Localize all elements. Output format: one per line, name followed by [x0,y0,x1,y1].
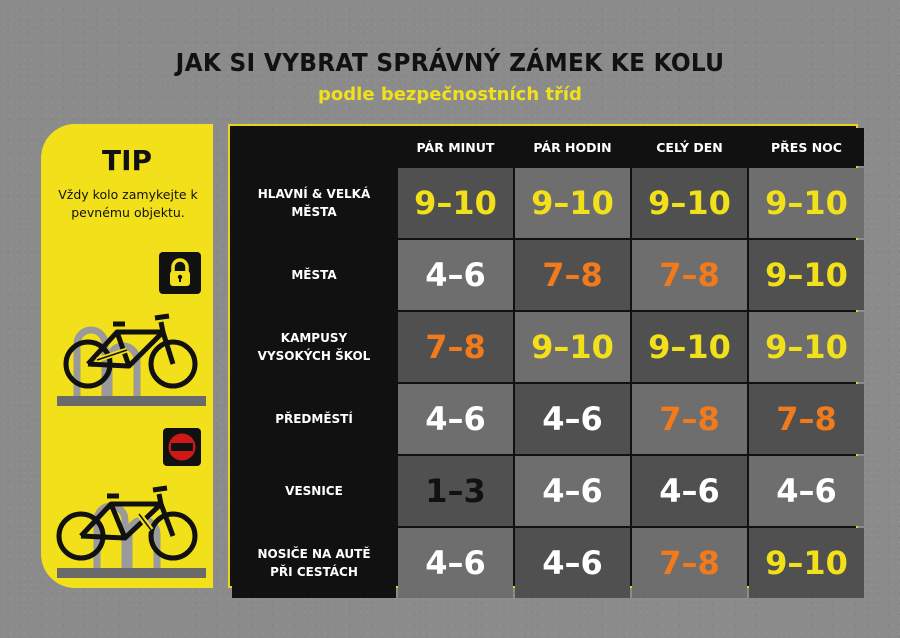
tip-panel: TIP Vždy kolo zamykejte k pevnému objekt… [41,124,213,588]
prohibited-icon [163,428,201,466]
security-class-cell: 9–10 [749,312,864,382]
column-header: CELÝ DEN [632,128,747,166]
security-class-cell: 9–10 [749,168,864,238]
security-class-cell: 4–6 [515,528,630,598]
security-class-cell: 7–8 [749,384,864,454]
row-header: NOSIČE NA AUTĚ PŘI CESTÁCH [232,528,396,598]
page-subtitle: podle bezpečnostních tříd [318,84,582,105]
security-class-cell: 9–10 [632,312,747,382]
security-class-cell: 7–8 [398,312,513,382]
security-class-cell: 9–10 [398,168,513,238]
security-class-cell: 4–6 [515,456,630,526]
security-class-cell: 9–10 [515,312,630,382]
tip-text: Vždy kolo zamykejte k pevnému objektu. [58,187,198,220]
table-corner [232,128,396,166]
bicycle-locked-wrong-icon [56,485,206,578]
security-class-cell: 1–3 [398,456,513,526]
row-header: HLAVNÍ & VELKÁ MĚSTA [232,168,396,238]
security-class-cell: 4–6 [515,384,630,454]
security-class-cell: 9–10 [632,168,747,238]
security-class-cell: 7–8 [632,384,747,454]
column-header: PÁR MINUT [398,128,513,166]
column-header: PÁR HODIN [515,128,630,166]
security-class-cell: 7–8 [632,240,747,310]
row-header: PŘEDMĚSTÍ [232,384,396,454]
column-header: PŘES NOC [749,128,864,166]
padlock-icon [159,252,201,294]
row-header: KAMPUSY VYSOKÝCH ŠKOL [232,312,396,382]
row-header: MĚSTA [232,240,396,310]
security-class-cell: 9–10 [749,528,864,598]
lock-class-table: PÁR MINUT PÁR HODIN CELÝ DEN PŘES NOC HLAVNÍ… [228,124,864,598]
security-class-cell: 4–6 [398,528,513,598]
page-title: JAK SI VYBRAT SPRÁVNÝ ZÁMEK KE KOLU [175,48,725,77]
security-class-cell: 4–6 [632,456,747,526]
security-class-cell: 4–6 [398,384,513,454]
security-class-cell: 7–8 [515,240,630,310]
security-class-cell: 4–6 [398,240,513,310]
security-class-cell: 4–6 [749,456,864,526]
tip-title: TIP [101,144,153,177]
bicycle-locked-to-rack-icon [57,313,206,406]
security-class-cell: 9–10 [749,240,864,310]
security-class-cell: 9–10 [515,168,630,238]
row-header: VESNICE [232,456,396,526]
security-class-cell: 7–8 [632,528,747,598]
